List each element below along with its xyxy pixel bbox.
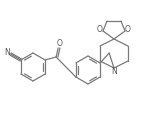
- Text: N: N: [111, 66, 117, 76]
- Text: O: O: [56, 40, 62, 49]
- Text: O: O: [97, 26, 103, 34]
- Text: N: N: [5, 48, 10, 57]
- Text: O: O: [125, 26, 131, 34]
